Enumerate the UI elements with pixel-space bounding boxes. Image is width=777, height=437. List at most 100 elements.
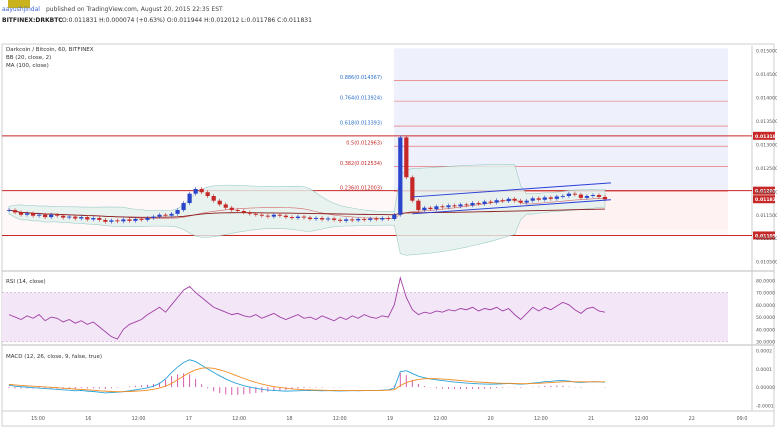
- candle-body: [283, 215, 289, 218]
- candle-body: [91, 218, 96, 220]
- price-tag-box: [753, 231, 775, 240]
- candle-body: [313, 218, 319, 219]
- candle-body: [199, 188, 204, 193]
- price-tag-box: [753, 186, 775, 195]
- candle-body: [43, 214, 48, 218]
- rsi-title: RSI (14, close): [6, 279, 46, 285]
- publish-header: aayushjindal published on TradingView.co…: [0, 0, 777, 44]
- price-tick-label: 0.015000: [756, 49, 777, 55]
- price-tick-label: 0.013500: [756, 119, 777, 125]
- candle-body: [488, 201, 493, 203]
- candle-body: [584, 196, 590, 198]
- candle-body: [536, 198, 541, 200]
- candle-body: [446, 205, 451, 208]
- candle-body: [115, 220, 120, 222]
- candle-body: [494, 200, 499, 203]
- candle-body: [482, 201, 487, 204]
- candle-body: [37, 214, 42, 216]
- candle-body: [548, 197, 553, 199]
- candle-body: [6, 210, 12, 211]
- candle-body: [139, 218, 144, 220]
- candle-body: [596, 195, 602, 197]
- price-tag-label: 0.012014: [755, 189, 777, 195]
- candle-body: [404, 137, 409, 178]
- candle-body: [512, 198, 517, 201]
- macd-title: MACD (12, 26, close, 9, false, true): [6, 354, 102, 360]
- candle-body: [368, 218, 373, 220]
- candle-body: [331, 218, 337, 220]
- time-tick-label: 21: [588, 416, 594, 422]
- candle-body: [524, 200, 529, 203]
- symbol-label: BITFINEX:DRKBTC: [2, 17, 63, 24]
- candle-body: [127, 219, 132, 221]
- candle-body: [265, 215, 270, 217]
- candle-body: [259, 214, 264, 216]
- rsi-tick-label: 30.0000: [756, 340, 775, 346]
- candle-body: [151, 216, 156, 219]
- candle-body: [307, 217, 313, 219]
- candle-body: [458, 204, 463, 207]
- candle-body: [476, 203, 481, 204]
- main-chart-title: Darkcoin / Bitcoin, 60, BITFINEX: [6, 47, 94, 53]
- candle-body: [578, 194, 584, 198]
- macd-tick-label: 0.0002: [756, 349, 772, 355]
- candle-body: [85, 217, 90, 220]
- rsi-tick-label: 70.0000: [756, 291, 775, 297]
- candle-body: [103, 219, 108, 222]
- candle-body: [350, 219, 355, 221]
- time-tick-label: 16: [85, 416, 91, 422]
- candle-body: [542, 197, 547, 200]
- time-tick-label: 09:0: [737, 416, 748, 422]
- candle-body: [554, 196, 559, 199]
- fib-level-label: 0.5(0.012963): [346, 141, 382, 147]
- time-tick-label: 18: [286, 416, 292, 422]
- candle-body: [193, 188, 198, 194]
- signal-line: [8, 367, 605, 393]
- time-tick-label: 19: [387, 416, 393, 422]
- candle-body: [386, 218, 391, 219]
- candle-body: [530, 198, 535, 201]
- candle-body: [30, 213, 36, 216]
- tradingview-logo: [8, 0, 30, 8]
- candle-body: [422, 207, 427, 211]
- time-tick-label: 12:00: [534, 416, 548, 422]
- time-tick-label: 12:00: [635, 416, 649, 422]
- rsi-band: [2, 292, 728, 342]
- candle-body: [169, 213, 174, 216]
- fib-level-label: 0.886(0.014367): [340, 75, 382, 81]
- candle-body: [67, 216, 72, 218]
- candle-body: [175, 210, 180, 214]
- fib-level-label: 0.382(0.012534): [340, 161, 382, 167]
- rsi-pane: 80.0000 70.0000 60.0000 50.0000 40.0000 30.00…: [2, 276, 775, 346]
- candle-body: [470, 203, 475, 206]
- time-axis: 15:00 16 12:00 17 12:00 18 12:00 19 12:00 20 12:00…: [2, 410, 774, 422]
- moving-average-line: [8, 208, 605, 218]
- price-tick-label: 0.014500: [756, 72, 777, 78]
- candle-body: [500, 200, 505, 202]
- author-link[interactable]: aayushjindal: [2, 6, 40, 13]
- price-tick-label: 0.012500: [756, 166, 777, 172]
- price-tag-box: [753, 131, 775, 140]
- candle-body: [362, 218, 367, 220]
- rsi-tick-label: 60.0000: [756, 303, 775, 309]
- time-tick-label: 15:00: [31, 416, 45, 422]
- macd-tick-label: 0.00000: [756, 385, 775, 391]
- candle-body: [133, 218, 138, 221]
- candle-body: [241, 211, 246, 213]
- candle-body: [181, 203, 186, 211]
- price-tick-label: 0.014000: [756, 96, 777, 102]
- time-tick-label: 12:00: [333, 416, 347, 422]
- channel-upper-line: [412, 182, 612, 198]
- candle-body: [73, 216, 78, 219]
- price-tick-label: 0.012000: [756, 189, 777, 195]
- candle-body: [506, 198, 511, 202]
- candle-body: [211, 196, 216, 201]
- rsi-line: [8, 276, 606, 340]
- price-tag-label: 0.013184: [755, 134, 777, 140]
- price-pane: 0.886(0.014367) 0.764(0.013924) 0.618(0.01…: [2, 46, 777, 410]
- candle-body: [566, 193, 571, 196]
- rsi-tick-label: 40.0000: [756, 327, 775, 333]
- last-price-label: 0.011831: [755, 197, 777, 203]
- macd-pane: 0.0002 0.0001 0.00000 -0.0001: [8, 349, 775, 409]
